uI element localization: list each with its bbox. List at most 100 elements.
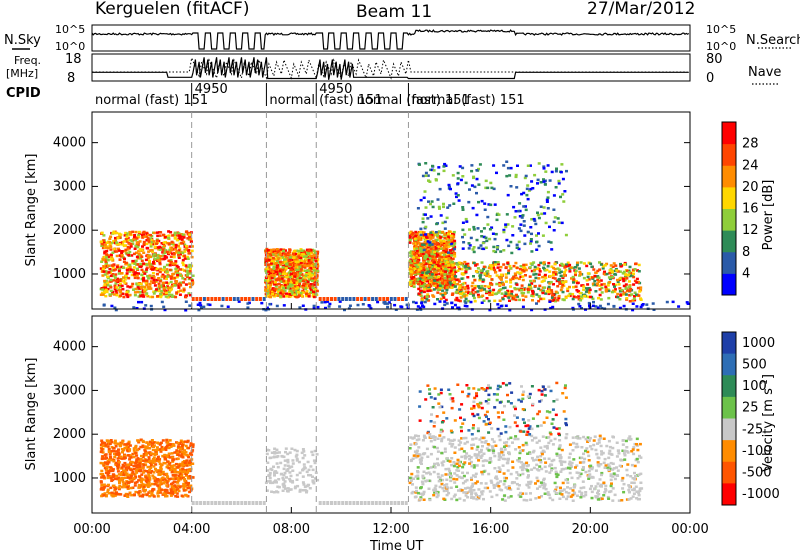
echo-cell xyxy=(267,263,271,266)
echo-cell xyxy=(561,283,565,287)
echo-cell xyxy=(440,247,444,250)
echo-cell xyxy=(129,474,133,478)
echo-cell xyxy=(389,297,393,301)
echo-cell xyxy=(143,289,147,293)
echo-cell xyxy=(180,464,184,467)
echo-cell xyxy=(423,286,426,290)
echo-cell xyxy=(170,248,174,252)
echo-cell xyxy=(162,292,166,296)
echo-cell xyxy=(442,202,445,206)
echo-cell xyxy=(159,467,163,471)
echo-cell xyxy=(297,290,300,294)
echo-cell xyxy=(182,287,186,290)
echo-cell xyxy=(451,236,455,239)
echo-cell xyxy=(161,455,165,458)
echo-cell xyxy=(438,269,442,272)
echo-cell xyxy=(432,271,436,274)
echo-cell xyxy=(146,451,150,454)
echo-cell xyxy=(475,263,479,266)
echo-cell xyxy=(299,269,303,273)
echo-cell xyxy=(278,278,282,281)
echo-cell xyxy=(423,257,427,260)
echo-cell xyxy=(199,297,203,301)
echo-cell xyxy=(421,252,425,255)
echo-cell xyxy=(165,268,169,271)
echo-cell xyxy=(524,268,528,272)
echo-cell xyxy=(438,284,442,288)
echo-cell xyxy=(210,297,214,301)
echo-cell xyxy=(420,273,424,277)
echo-cell xyxy=(142,240,146,244)
echo-cell xyxy=(537,294,541,298)
echo-cell xyxy=(529,238,533,241)
echo-cell xyxy=(237,300,241,303)
echo-cell xyxy=(514,210,518,213)
echo-cell xyxy=(166,275,170,278)
echo-cell xyxy=(135,454,139,457)
echo-cell xyxy=(477,183,481,186)
echo-cell xyxy=(451,283,455,287)
echo-cell xyxy=(433,279,437,282)
echo-cell xyxy=(509,166,513,170)
echo-cell xyxy=(188,233,192,236)
echo-cell xyxy=(537,216,541,220)
echo-cell xyxy=(137,439,141,443)
echo-cell xyxy=(131,461,135,464)
freq-tick-bottom: 8 xyxy=(67,71,75,86)
echo-cell xyxy=(550,289,554,292)
echo-cell xyxy=(504,266,508,269)
echo-cell xyxy=(112,231,116,235)
echo-cell xyxy=(105,249,109,253)
echo-cell xyxy=(313,271,317,275)
echo-cell xyxy=(232,297,236,301)
echo-cell xyxy=(438,277,442,280)
echo-cell xyxy=(181,233,185,236)
echo-cell xyxy=(175,488,179,491)
echo-cell xyxy=(634,262,638,265)
echo-cell xyxy=(179,274,182,277)
echo-cell xyxy=(473,300,477,303)
echo-cell xyxy=(121,279,125,283)
echo-cell xyxy=(426,174,430,177)
echo-cell xyxy=(598,304,602,308)
echo-cell xyxy=(600,291,604,294)
echo-cell xyxy=(107,492,111,495)
echo-cell xyxy=(220,304,224,308)
echo-cell xyxy=(307,295,311,298)
echo-cell xyxy=(552,220,556,224)
echo-cell xyxy=(278,269,282,272)
echo-cell xyxy=(537,244,541,248)
echo-cell xyxy=(413,251,417,255)
echo-cell xyxy=(408,241,412,244)
echo-cell xyxy=(600,283,604,286)
echo-cell xyxy=(283,264,287,267)
echo-cell xyxy=(123,281,127,284)
echo-cell xyxy=(445,302,449,305)
echo-cell xyxy=(630,293,634,296)
echo-cell xyxy=(298,265,302,268)
echo-cell xyxy=(337,297,341,301)
echo-cell xyxy=(164,447,168,450)
echo-cell xyxy=(631,268,635,272)
echo-cell xyxy=(439,241,443,245)
echo-cell xyxy=(177,237,181,240)
echo-cell xyxy=(426,284,430,287)
echo-cell xyxy=(100,469,104,473)
echo-cell xyxy=(106,442,110,446)
echo-cell xyxy=(120,448,124,451)
echo-cell xyxy=(614,264,618,267)
echo-cell xyxy=(586,275,590,279)
echo-cell xyxy=(312,266,315,269)
echo-cell xyxy=(109,274,113,278)
echo-cell xyxy=(536,211,539,214)
echo-cell xyxy=(267,275,271,278)
echo-cell xyxy=(542,297,546,301)
echo-cell xyxy=(284,281,287,285)
echo-cell xyxy=(498,269,502,272)
echo-cell xyxy=(437,258,441,262)
echo-cell xyxy=(438,187,442,191)
echo-cell xyxy=(162,305,166,309)
echo-cell xyxy=(438,207,441,210)
echo-cell xyxy=(429,231,433,234)
